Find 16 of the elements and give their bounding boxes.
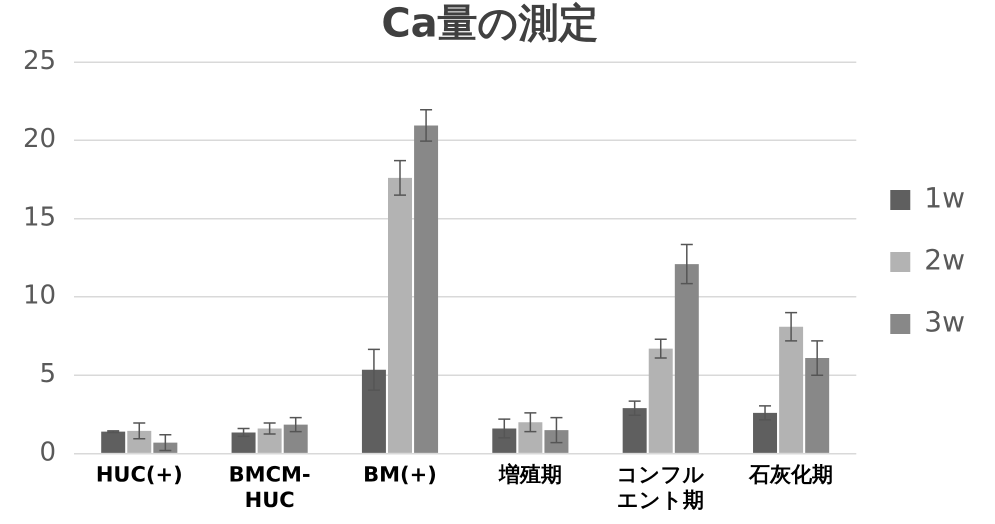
legend-label: 1w [924, 181, 966, 214]
chart-title: Ca量の測定 [381, 0, 599, 46]
x-tick-label: コンフルエント期 [616, 462, 705, 512]
x-tick-label: BMCM-HUC [228, 462, 311, 512]
legend-label: 3w [924, 305, 966, 338]
y-tick-label: 15 [22, 202, 56, 232]
x-tick-label: HUC(+) [96, 462, 183, 487]
y-tick-label: 25 [22, 46, 56, 76]
y-tick-label: 10 [22, 280, 56, 311]
legend-label: 2w [924, 243, 966, 276]
x-tick-label: BM(+) [363, 462, 437, 487]
y-tick-label: 0 [40, 437, 56, 468]
x-tick-label: 石灰化期 [748, 462, 834, 487]
y-tick-label: 20 [22, 124, 56, 154]
x-tick-label: 増殖期 [498, 462, 562, 487]
y-tick-label: 5 [40, 359, 56, 390]
